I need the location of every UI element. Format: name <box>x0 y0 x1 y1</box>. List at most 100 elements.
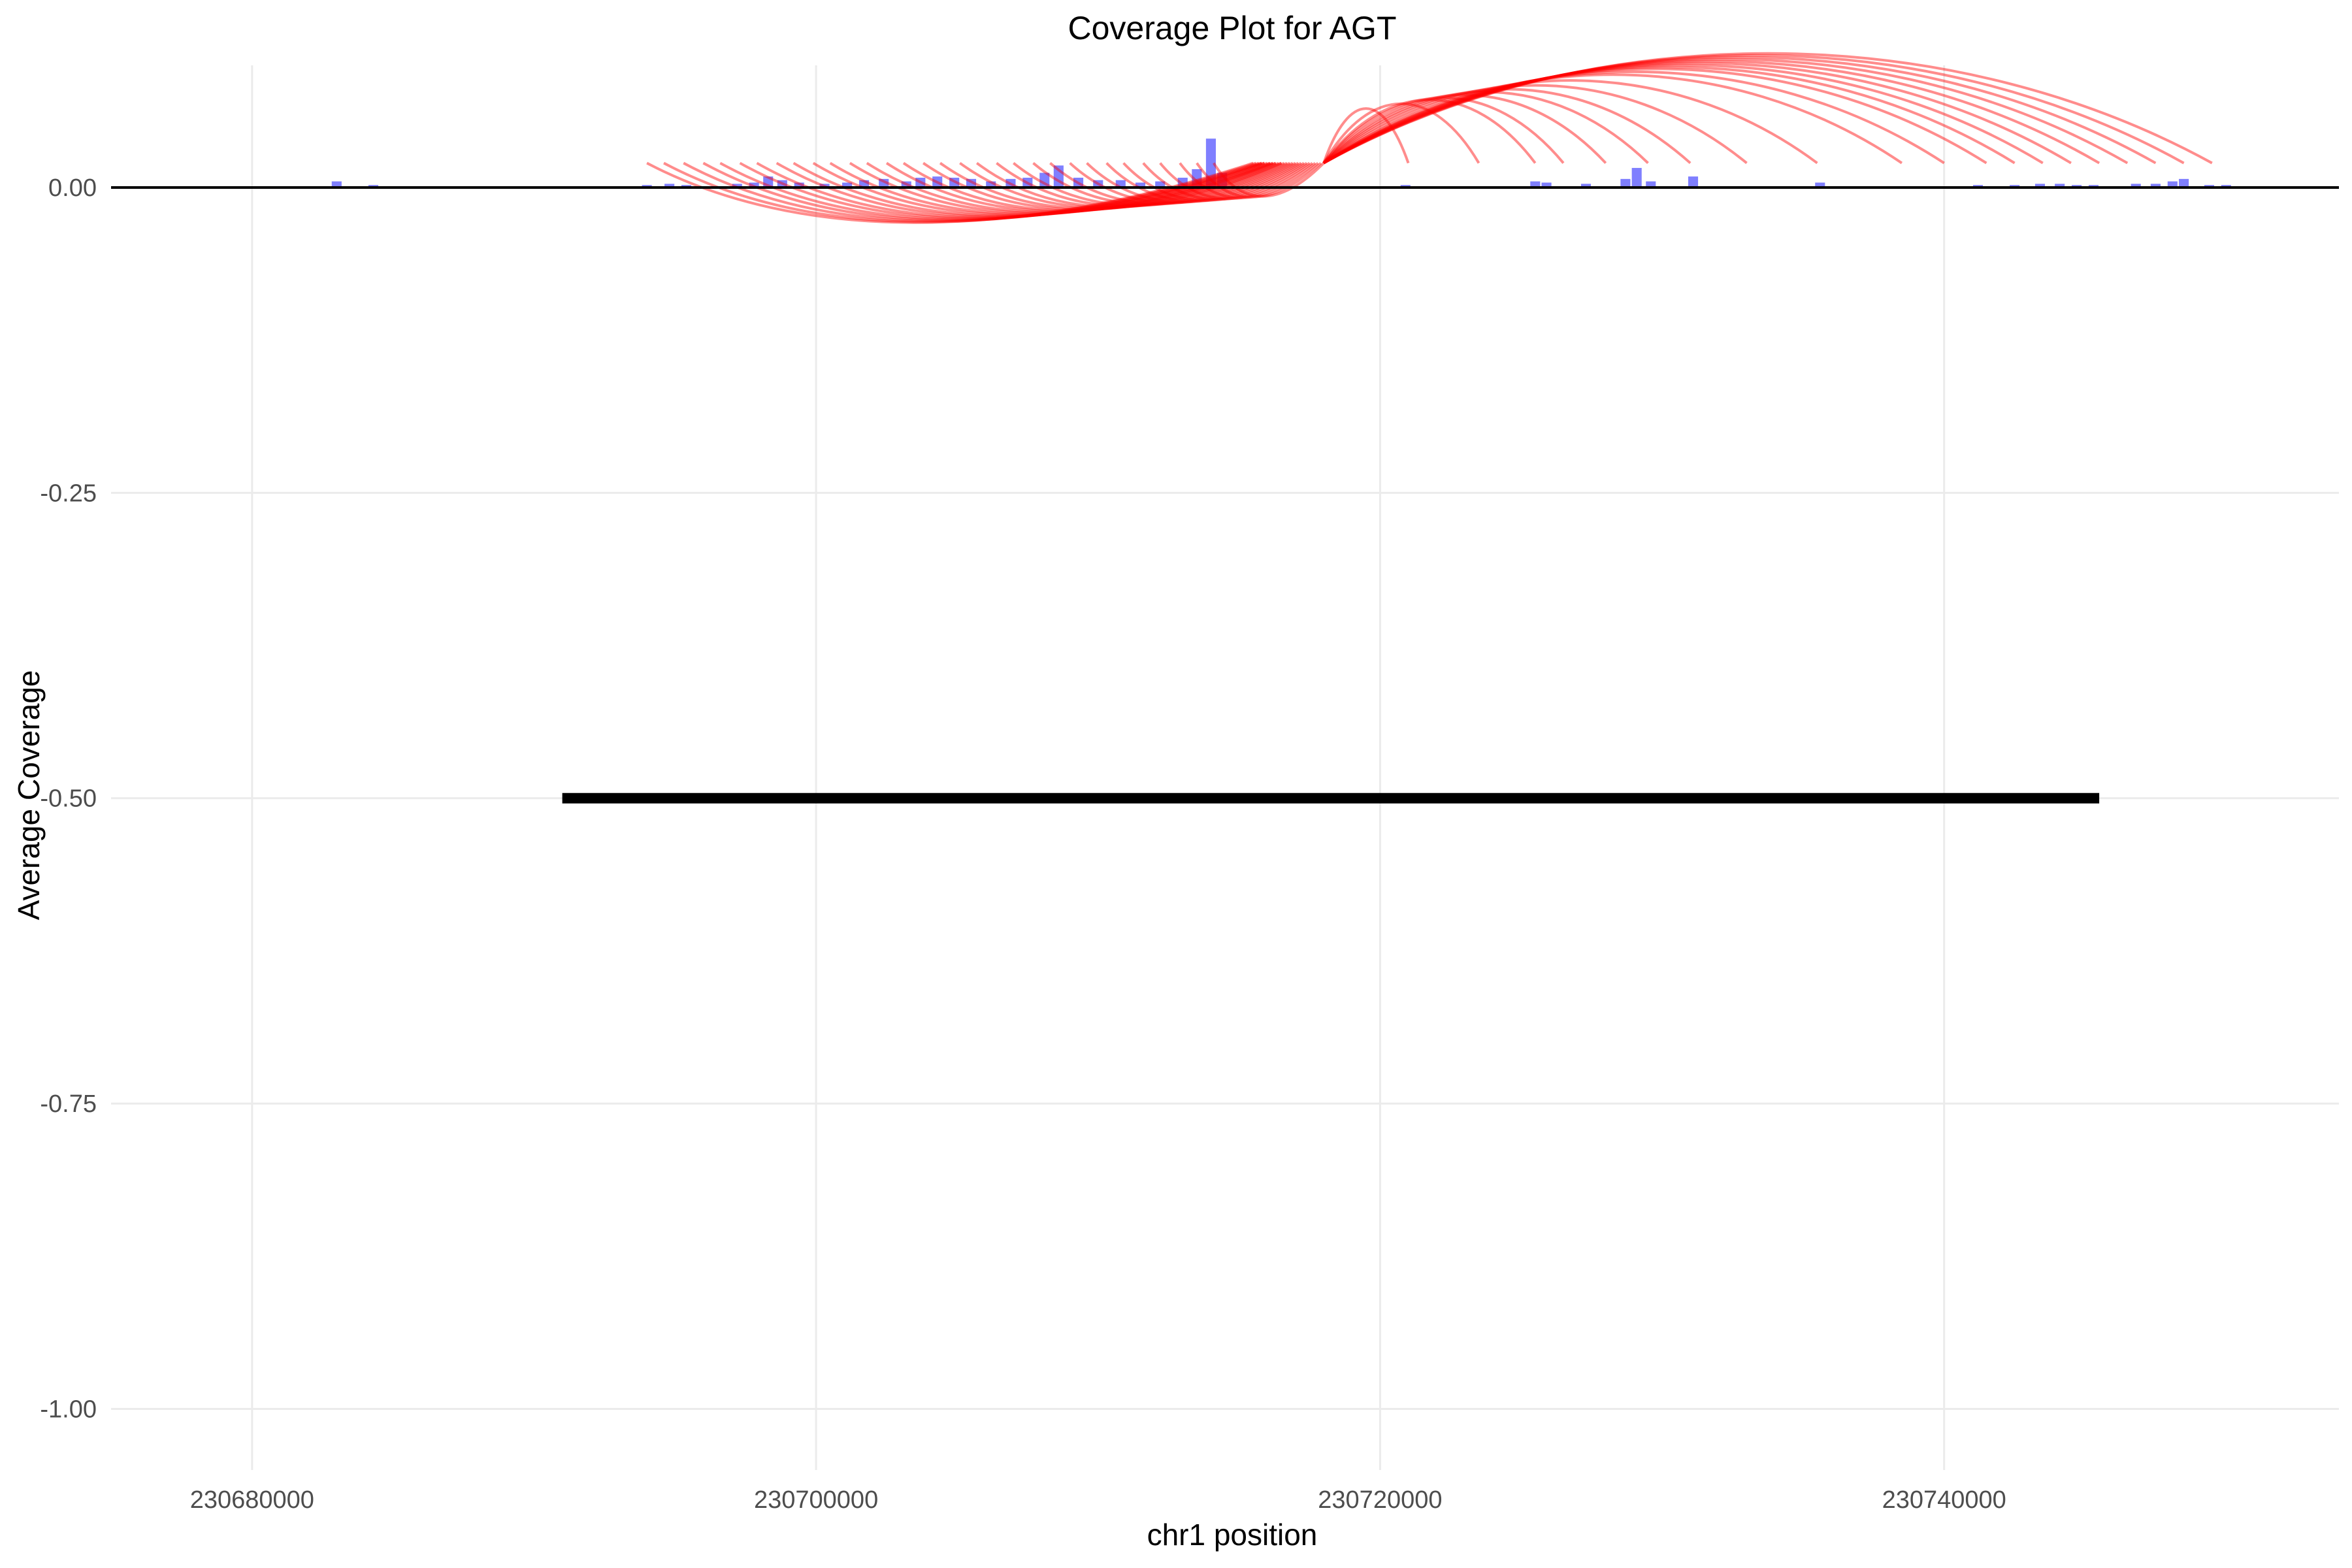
junction-arc <box>1323 54 2185 165</box>
coverage-bar <box>2131 184 2141 188</box>
junction-arc <box>996 161 1291 208</box>
junction-arc <box>902 161 1279 212</box>
junction-arc <box>1322 98 1537 164</box>
junction-arc <box>1322 93 1607 164</box>
x-axis-ticks: 230680000 230700000 230720000 230740000 <box>190 1486 2006 1514</box>
coverage-bar <box>732 184 742 188</box>
y-axis-ticks: 0.00 -0.25 -0.50 -0.75 -1.00 <box>40 174 97 1424</box>
junction-arc <box>959 161 1285 209</box>
coverage-bar <box>1135 182 1146 188</box>
junction-arc <box>702 161 1262 221</box>
gridlines <box>111 65 2339 1470</box>
coverage-bars <box>331 139 2231 188</box>
coverage-bar <box>966 178 977 188</box>
coverage-bar <box>1093 180 1103 188</box>
x-axis-title: chr1 position <box>1147 1518 1318 1552</box>
coverage-bar <box>777 180 787 188</box>
junction-arc <box>1196 162 1322 199</box>
coverage-bar <box>1580 184 1592 188</box>
coverage-bar <box>1053 165 1064 188</box>
coverage-bar <box>842 182 853 188</box>
junction-arc <box>1086 161 1305 204</box>
junction-arc <box>1323 59 2100 165</box>
junction-arc <box>776 161 1268 218</box>
coverage-bar <box>819 184 830 188</box>
y-axis-title: Average Coverage <box>12 670 46 921</box>
junction-arc <box>739 161 1266 220</box>
coverage-bar <box>915 178 926 188</box>
coverage-bar <box>331 181 342 188</box>
junction-arc <box>1322 79 1818 165</box>
junction-arc <box>1049 161 1299 205</box>
junction-arc <box>975 161 1288 208</box>
junction-arc <box>1323 67 1987 165</box>
junction-arc <box>1105 161 1308 203</box>
coverage-bar <box>2150 184 2161 188</box>
junction-arc <box>1179 162 1319 199</box>
coverage-bar <box>1039 172 1050 188</box>
coverage-bar <box>1022 178 1033 188</box>
junction-arc <box>923 161 1282 211</box>
coverage-bar <box>1646 181 1656 188</box>
coverage-bar <box>2034 184 2046 188</box>
junction-arcs <box>646 52 2213 224</box>
junction-arc <box>1322 91 1649 164</box>
coverage-bar <box>794 182 804 188</box>
coverage-bar <box>763 176 774 188</box>
junction-arc <box>792 161 1271 218</box>
x-tick-label: 230700000 <box>754 1486 878 1514</box>
coverage-bar <box>749 182 759 188</box>
junction-arc <box>719 161 1262 221</box>
junction-arc <box>1322 96 1565 164</box>
junction-arc <box>1069 161 1302 204</box>
junction-arc <box>1323 65 2016 165</box>
coverage-bar <box>1530 181 1541 188</box>
junction-arc <box>1323 63 2044 165</box>
junction-arc <box>1159 161 1316 201</box>
coverage-bar <box>664 184 675 188</box>
x-tick-label: 230680000 <box>190 1486 314 1514</box>
junction-arc <box>663 161 1257 223</box>
coverage-bar <box>1541 182 1552 188</box>
junction-arc <box>1032 161 1296 206</box>
coverage-bar <box>1115 180 1126 188</box>
junction-arc <box>1142 161 1313 201</box>
coverage-bar <box>1155 181 1166 188</box>
junction-arc <box>939 161 1282 210</box>
chart-title: Coverage Plot for AGT <box>1068 10 1396 46</box>
coverage-bar <box>949 178 960 188</box>
junction-arc <box>1013 161 1294 207</box>
junction-arc <box>1322 84 1748 165</box>
junction-arc <box>646 161 1254 224</box>
junction-arc <box>1122 161 1311 202</box>
coverage-bar <box>879 178 889 188</box>
y-tick-label: -1.00 <box>40 1396 97 1424</box>
junction-arc <box>683 161 1260 223</box>
junction-arc <box>1322 73 1903 165</box>
junction-arc <box>1322 88 1691 165</box>
junction-arc <box>1213 162 1325 198</box>
coverage-bar <box>1217 172 1228 188</box>
coverage-bar <box>1815 182 1825 188</box>
junction-arc <box>1323 57 2129 165</box>
coverage-bar <box>858 180 870 188</box>
coverage-bar <box>2167 181 2178 188</box>
coverage-bar <box>2179 178 2189 188</box>
junction-arc <box>756 161 1266 219</box>
x-tick-label: 230740000 <box>1882 1486 2006 1514</box>
coverage-bar <box>2055 184 2065 188</box>
coverage-bar <box>1631 168 1642 188</box>
coverage-bar <box>1073 178 1084 188</box>
coverage-bar <box>932 176 943 188</box>
y-tick-label: 0.00 <box>48 174 97 202</box>
junction-arc <box>1323 56 2157 165</box>
junction-arc <box>1322 107 1410 164</box>
coverage-bar <box>1005 178 1016 188</box>
junction-arc <box>1322 70 1945 165</box>
coverage-bar <box>986 181 996 188</box>
coverage-bar <box>1177 178 1188 188</box>
junction-arc <box>1323 61 2072 165</box>
coverage-bar <box>1192 169 1202 188</box>
coverage-bar <box>1620 178 1631 188</box>
